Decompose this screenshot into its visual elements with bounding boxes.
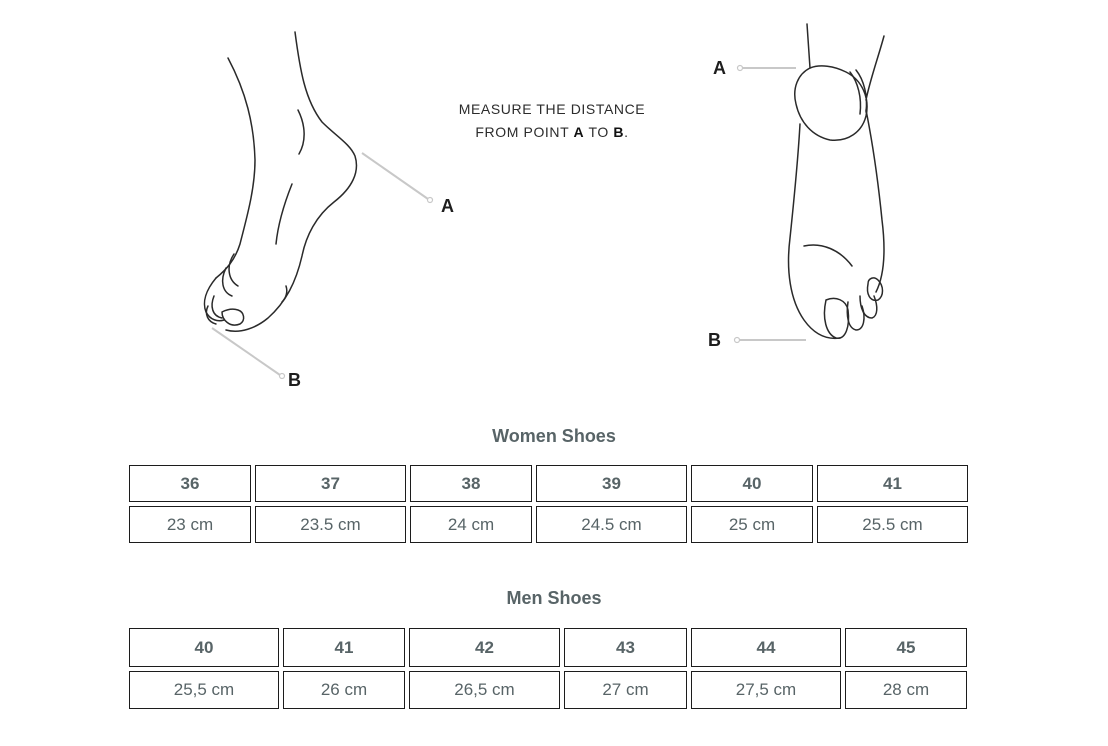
instruction-prefix: FROM POINT (475, 124, 574, 140)
instruction-mid: TO (584, 124, 614, 140)
sole-point-a-label: A (713, 58, 726, 78)
women-length-cell: 24.5 cm (536, 506, 687, 543)
women-length-cell: 23.5 cm (255, 506, 406, 543)
men-size-cell: 42 (409, 628, 560, 667)
women-length-cell: 25 cm (691, 506, 813, 543)
women-size-table: 36 37 38 39 40 41 23 cm 23.5 cm 24 cm 24… (125, 461, 972, 547)
instruction-line-2: FROM POINT A TO B. (440, 121, 664, 144)
instruction-point-a: A (573, 124, 585, 140)
men-length-cell: 25,5 cm (129, 671, 279, 709)
women-size-cell: 40 (691, 465, 813, 502)
women-length-row: 23 cm 23.5 cm 24 cm 24.5 cm 25 cm 25.5 c… (129, 506, 968, 543)
women-length-cell: 25.5 cm (817, 506, 968, 543)
men-length-cell: 28 cm (845, 671, 967, 709)
sole-point-b-label: B (708, 330, 721, 350)
women-size-cell: 39 (536, 465, 687, 502)
instruction-line-1: MEASURE THE DISTANCE (458, 101, 646, 117)
side-point-b-label: B (288, 370, 301, 390)
men-length-cell: 26 cm (283, 671, 405, 709)
men-length-row: 25,5 cm 26 cm 26,5 cm 27 cm 27,5 cm 28 c… (129, 671, 967, 709)
measurement-illustration: MEASURE THE DISTANCE FROM POINT A TO B. … (203, 23, 885, 390)
men-length-cell: 27 cm (564, 671, 687, 709)
women-size-cell: 37 (255, 465, 406, 502)
men-size-row: 40 41 42 43 44 45 (129, 628, 967, 667)
men-size-cell: 45 (845, 628, 967, 667)
foot-side-view-icon (203, 31, 434, 380)
men-size-cell: 43 (564, 628, 687, 667)
men-shoes-title: Men Shoes (506, 588, 602, 608)
men-length-cell: 26,5 cm (409, 671, 560, 709)
women-size-cell: 36 (129, 465, 251, 502)
men-length-cell: 27,5 cm (691, 671, 841, 709)
men-size-cell: 44 (691, 628, 841, 667)
instruction-point-b: B (613, 124, 625, 140)
women-size-cell: 41 (817, 465, 968, 502)
women-size-cell: 38 (410, 465, 532, 502)
measure-instruction: MEASURE THE DISTANCE FROM POINT A TO B. (440, 98, 664, 144)
women-length-cell: 23 cm (129, 506, 251, 543)
men-size-cell: 40 (129, 628, 279, 667)
women-length-cell: 24 cm (410, 506, 532, 543)
side-point-a-label: A (441, 196, 454, 216)
instruction-suffix: . (624, 124, 629, 140)
men-size-table: 40 41 42 43 44 45 25,5 cm 26 cm 26,5 cm … (125, 624, 971, 713)
men-size-cell: 41 (283, 628, 405, 667)
women-size-row: 36 37 38 39 40 41 (129, 465, 968, 502)
women-shoes-title: Women Shoes (492, 426, 616, 446)
